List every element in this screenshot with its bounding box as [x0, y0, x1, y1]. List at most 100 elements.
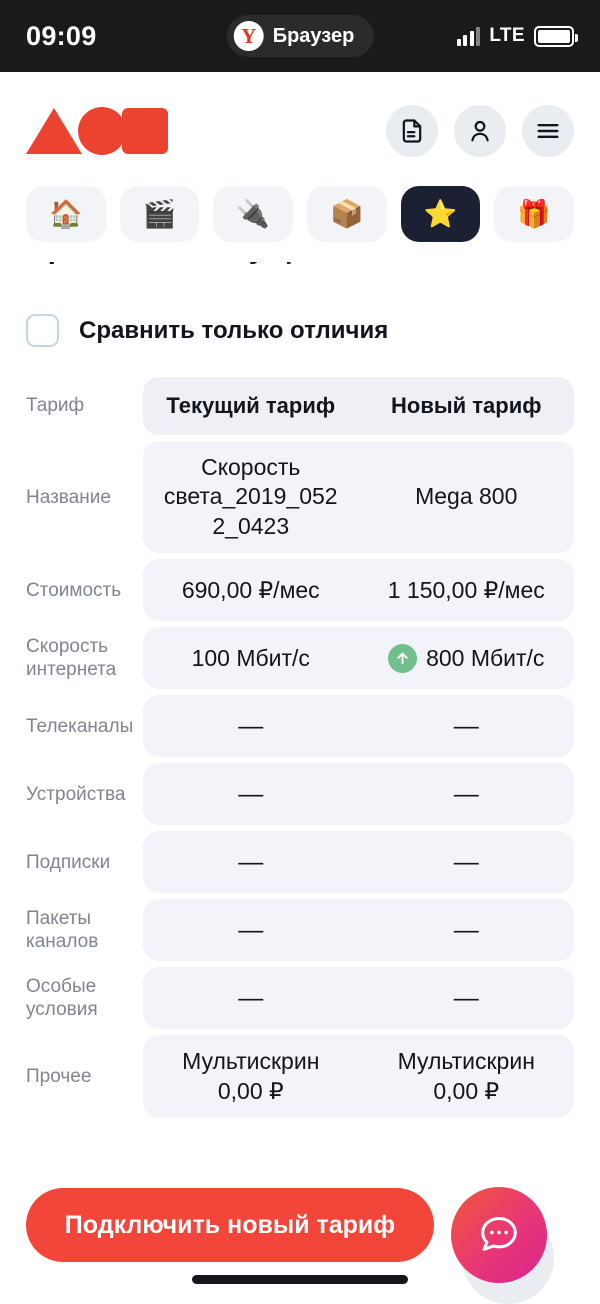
page-title-text: Сравните с текущим	[26, 262, 331, 266]
cell-new: Mega 800	[359, 470, 575, 523]
cell-current: Мультискрин 0,00 ₽	[143, 1035, 359, 1118]
arrow-up-icon	[388, 643, 418, 673]
row-values: — —	[143, 763, 574, 826]
row-label: Особые условия	[26, 976, 98, 1021]
cell-current: —	[238, 848, 264, 877]
row-values: 100 Мбит/с 800 Мбит/с	[143, 627, 575, 690]
cell-current: —	[238, 712, 264, 741]
row-values: — —	[143, 695, 574, 758]
status-bar-right: LTE	[456, 25, 578, 47]
column-header-current: Текущий тариф	[166, 392, 336, 418]
browser-pill-label: Браузер	[272, 24, 355, 47]
cell-new: Мультискрин 0,00 ₽	[359, 1035, 575, 1118]
person-icon-button[interactable]	[454, 105, 506, 157]
page-content: Сравните с текущим Сравнить только отлич…	[0, 262, 600, 1119]
connect-new-tariff-button[interactable]: Подключить новый тариф	[26, 1188, 434, 1262]
chip-gifts[interactable]: 🎁	[494, 186, 575, 242]
row-label: Название	[26, 486, 111, 508]
footer-bar: Подключить новый тариф	[0, 1160, 600, 1304]
row-label: Телеканалы	[26, 715, 134, 737]
app-header	[0, 72, 600, 168]
cell-current: 100 Мбит/с	[191, 644, 310, 671]
cell-new: —	[453, 848, 479, 877]
logo-triangle-icon	[26, 108, 82, 154]
row-label: Прочее	[26, 1066, 92, 1088]
table-header-label: Тариф	[26, 395, 85, 417]
table-row: Особые условия — —	[26, 967, 574, 1030]
cell-line: Мультискрин	[182, 1048, 320, 1075]
chat-fab-button[interactable]	[451, 1187, 547, 1283]
cell-line: Mega 800	[415, 483, 518, 510]
cell-new: —	[453, 984, 479, 1013]
column-header-new: Новый тариф	[391, 392, 542, 418]
row-label: Скорость интернета	[26, 636, 117, 681]
table-header-row: Тариф Текущий тариф Новый тариф	[26, 377, 574, 435]
cell-line: 0,00 ₽	[433, 1077, 500, 1104]
cell-line: 2_0423	[212, 512, 290, 539]
cell-line: света_2019_052	[163, 483, 338, 510]
cell-new: 1 150,00 ₽/мес	[387, 576, 545, 603]
cell-current: —	[238, 916, 264, 945]
header-actions	[386, 105, 574, 157]
cell-new: —	[453, 712, 479, 741]
row-label: Пакеты каналов	[26, 908, 99, 953]
chip-favorites[interactable]: ⭐	[400, 186, 481, 242]
row-label: Стоимость	[26, 579, 122, 601]
table-row: Телеканалы — —	[26, 695, 574, 758]
category-chips: 🏠 🎬 🔌 📦 ⭐ 🎁	[0, 168, 600, 262]
cell-line: 0,00 ₽	[217, 1077, 284, 1104]
compare-differences-toggle[interactable]: Сравнить только отличия	[0, 292, 600, 377]
table-row: Пакеты каналов — —	[26, 899, 574, 962]
chip-home[interactable]: 🏠	[26, 186, 106, 242]
row-values: Скорость света_2019_052 2_0423 Mega 800	[143, 441, 575, 554]
compare-differences-label: Сравнить только отличия	[79, 316, 389, 344]
chip-package[interactable]: 📦	[307, 186, 387, 242]
status-bar: 09:09 Y Браузер LTE	[0, 0, 600, 72]
cell-line: Скорость	[201, 454, 301, 480]
table-row: Прочее Мультискрин 0,00 ₽ Мультискрин 0,…	[26, 1035, 575, 1119]
mts-logo[interactable]	[26, 107, 168, 155]
table-header-values: Текущий тариф Новый тариф	[143, 377, 574, 435]
battery-icon	[534, 25, 578, 47]
yandex-logo-icon: Y	[233, 21, 264, 51]
cell-current: —	[238, 984, 264, 1013]
home-indicator	[192, 1275, 408, 1284]
person-icon	[466, 117, 494, 145]
table-row: Скорость интернета 100 Мбит/с 800 Мбит/с	[26, 627, 575, 690]
row-values: Мультискрин 0,00 ₽ Мультискрин 0,00 ₽	[143, 1035, 575, 1119]
cell-new: —	[453, 780, 479, 809]
row-values: — —	[143, 899, 574, 962]
scroll-fade	[0, 280, 600, 292]
row-values: 690,00 ₽/мес 1 150,00 ₽/мес	[143, 559, 574, 622]
hamburger-menu-button[interactable]	[522, 105, 574, 157]
cell-current: 690,00 ₽/мес	[181, 576, 320, 603]
row-label: Устройства	[26, 783, 126, 805]
cell-current: —	[238, 780, 264, 809]
bill-icon-button[interactable]	[386, 105, 438, 157]
signal-bars-icon	[456, 26, 481, 46]
network-type-label: LTE	[489, 25, 525, 46]
page-title: Сравните с текущим	[26, 262, 574, 292]
table-row: Устройства — —	[26, 763, 574, 826]
table-row: Стоимость 690,00 ₽/мес 1 150,00 ₽/мес	[26, 559, 574, 622]
cell-line: Мультискрин	[397, 1048, 535, 1075]
cell-new-value: 800 Мбит/с	[426, 644, 545, 671]
logo-square-icon	[122, 108, 168, 154]
browser-pill[interactable]: Y Браузер	[226, 15, 374, 57]
table-row: Название Скорость света_2019_052 2_0423 …	[26, 441, 575, 554]
cell-current: Скорость света_2019_052 2_0423	[143, 441, 359, 553]
bill-icon	[398, 117, 426, 145]
hamburger-menu-icon	[534, 117, 562, 145]
row-values: — —	[143, 831, 574, 894]
row-values: — —	[143, 967, 574, 1030]
logo-circle-icon	[78, 107, 126, 155]
row-label: Подписки	[26, 851, 111, 873]
compare-differences-checkbox[interactable]	[26, 314, 59, 347]
cell-new: —	[453, 916, 479, 945]
table-row: Подписки — —	[26, 831, 574, 894]
chip-tv[interactable]: 🎬	[119, 186, 200, 242]
cell-new: 800 Мбит/с	[359, 632, 575, 685]
chat-bubble-icon	[476, 1211, 522, 1260]
chip-power[interactable]: 🔌	[213, 186, 294, 242]
tariff-comparison-table: Тариф Текущий тариф Новый тариф Название…	[0, 377, 600, 1119]
